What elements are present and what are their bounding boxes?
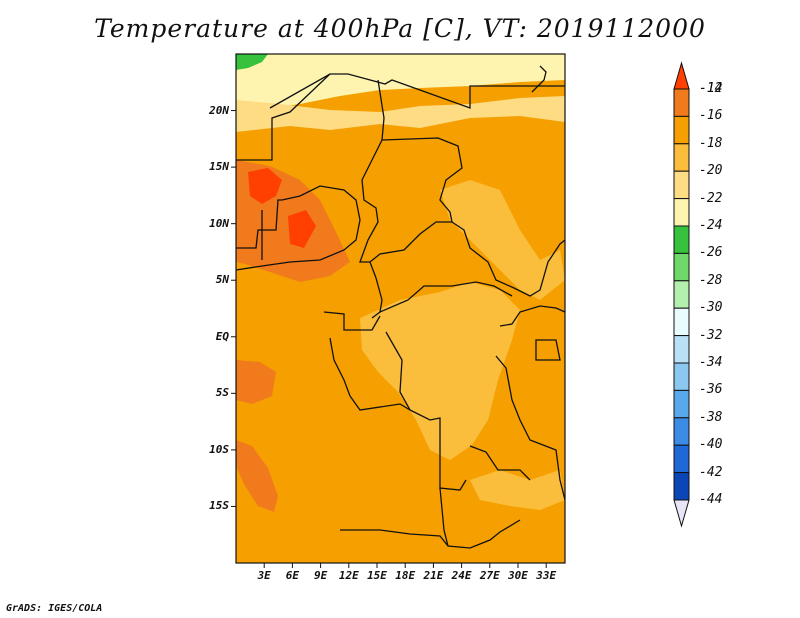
x-tick-label: 18E	[395, 569, 416, 582]
colorbar-label: -24	[699, 218, 723, 233]
colorbar-swatch	[673, 389, 690, 419]
colorbar-label: -42	[699, 464, 723, 480]
x-tick-label: 33E	[536, 569, 557, 582]
colorbar-label: -28	[699, 272, 723, 288]
border-line	[385, 331, 467, 491]
border-line	[236, 73, 331, 161]
colorbar-swatch	[673, 88, 690, 117]
x-tick-label: 27E	[479, 569, 500, 582]
colorbar-label: -36	[699, 382, 723, 398]
colorbar-label: -16	[699, 108, 723, 124]
x-tick-label: 3E	[257, 569, 271, 582]
colorbar-bottom-triangle	[673, 499, 690, 528]
field-minus18-south	[470, 470, 565, 510]
colorbar	[673, 61, 690, 528]
field-minus18-congo	[360, 282, 520, 460]
temperature-field	[236, 54, 565, 563]
x-tick-label: 6E	[285, 569, 300, 582]
border-line	[531, 65, 547, 93]
y-tick-label: 15S	[209, 499, 229, 513]
x-tick-label: 9E	[313, 569, 328, 582]
x-tick-label: 24E	[451, 569, 472, 582]
credit-text: GrADS: IGES/COLA	[6, 603, 103, 614]
colorbar-swatch	[673, 307, 690, 337]
field-minus12-patch2	[288, 210, 316, 248]
border-line	[451, 221, 565, 297]
colorbar-label: -18	[699, 135, 723, 151]
chart-title: Temperature at 400hPa [C], VT: 201911200…	[94, 14, 706, 43]
colorbar-top-triangle	[673, 61, 690, 90]
colorbar-label: -38	[699, 409, 723, 425]
colorbar-swatch	[673, 143, 690, 172]
border-line	[359, 79, 385, 319]
border-line	[439, 487, 449, 547]
colorbar-swatch	[673, 198, 690, 227]
border-line	[236, 199, 282, 249]
colorbar-swatch	[673, 472, 690, 501]
x-tick-label: 21E	[423, 569, 444, 582]
field-minus14-southatlantic	[236, 440, 278, 512]
colorbar-label: -32	[699, 327, 723, 343]
colorbar-swatch	[673, 225, 690, 254]
map-frame	[235, 53, 566, 564]
colorbar-swatch	[673, 170, 690, 200]
colorbar-swatch	[673, 335, 690, 364]
colorbar-swatch	[673, 115, 690, 145]
colorbar-label: -30	[699, 300, 723, 316]
x-tick-label: 12E	[338, 569, 359, 582]
y-tick-label: 15N	[209, 160, 229, 174]
x-tick-label: 30E	[508, 569, 528, 582]
colorbar-swatch	[673, 444, 690, 474]
field-minus24	[236, 54, 268, 70]
y-tick-label: 20N	[209, 103, 229, 117]
colorbar-swatch	[673, 362, 690, 391]
colorbar-label: -40	[699, 437, 723, 453]
field-minus22	[236, 54, 565, 108]
border-line	[469, 445, 531, 481]
y-tick-label: 5S	[215, 386, 229, 400]
y-tick-label: EQ	[215, 329, 229, 343]
border-line	[323, 311, 381, 331]
x-axis-ticks	[263, 563, 547, 568]
x-tick-label: 15E	[367, 569, 387, 582]
field-minus20	[236, 96, 565, 132]
colorbar-swatch	[673, 252, 690, 282]
border-line	[535, 339, 561, 361]
field-minus18-east	[440, 180, 565, 300]
colorbar-label: -22	[699, 190, 723, 206]
y-axis-ticks	[231, 110, 236, 507]
colorbar-label: -14	[699, 81, 723, 96]
border-line	[499, 305, 565, 327]
border-line	[369, 137, 463, 263]
colorbar-swatch	[673, 417, 690, 446]
y-tick-label: 5N	[215, 273, 229, 287]
field-minus12-patch	[248, 168, 282, 204]
border-line	[269, 73, 565, 109]
border-line	[236, 185, 361, 271]
colorbar-label: -26	[699, 245, 723, 261]
field-minus14-gulf	[236, 360, 276, 404]
y-tick-label: 10S	[209, 442, 229, 456]
colorbar-swatch	[673, 280, 690, 309]
colorbar-label: -44	[699, 492, 723, 507]
country-borders	[236, 65, 565, 549]
border-line	[349, 395, 411, 411]
border-line	[495, 355, 565, 501]
colorbar-label: -12	[699, 81, 723, 96]
y-tick-label: 10N	[209, 216, 229, 230]
border-line	[329, 337, 351, 397]
colorbar-label: -20	[699, 163, 723, 179]
colorbar-label: -34	[699, 355, 723, 370]
border-line	[379, 281, 513, 313]
